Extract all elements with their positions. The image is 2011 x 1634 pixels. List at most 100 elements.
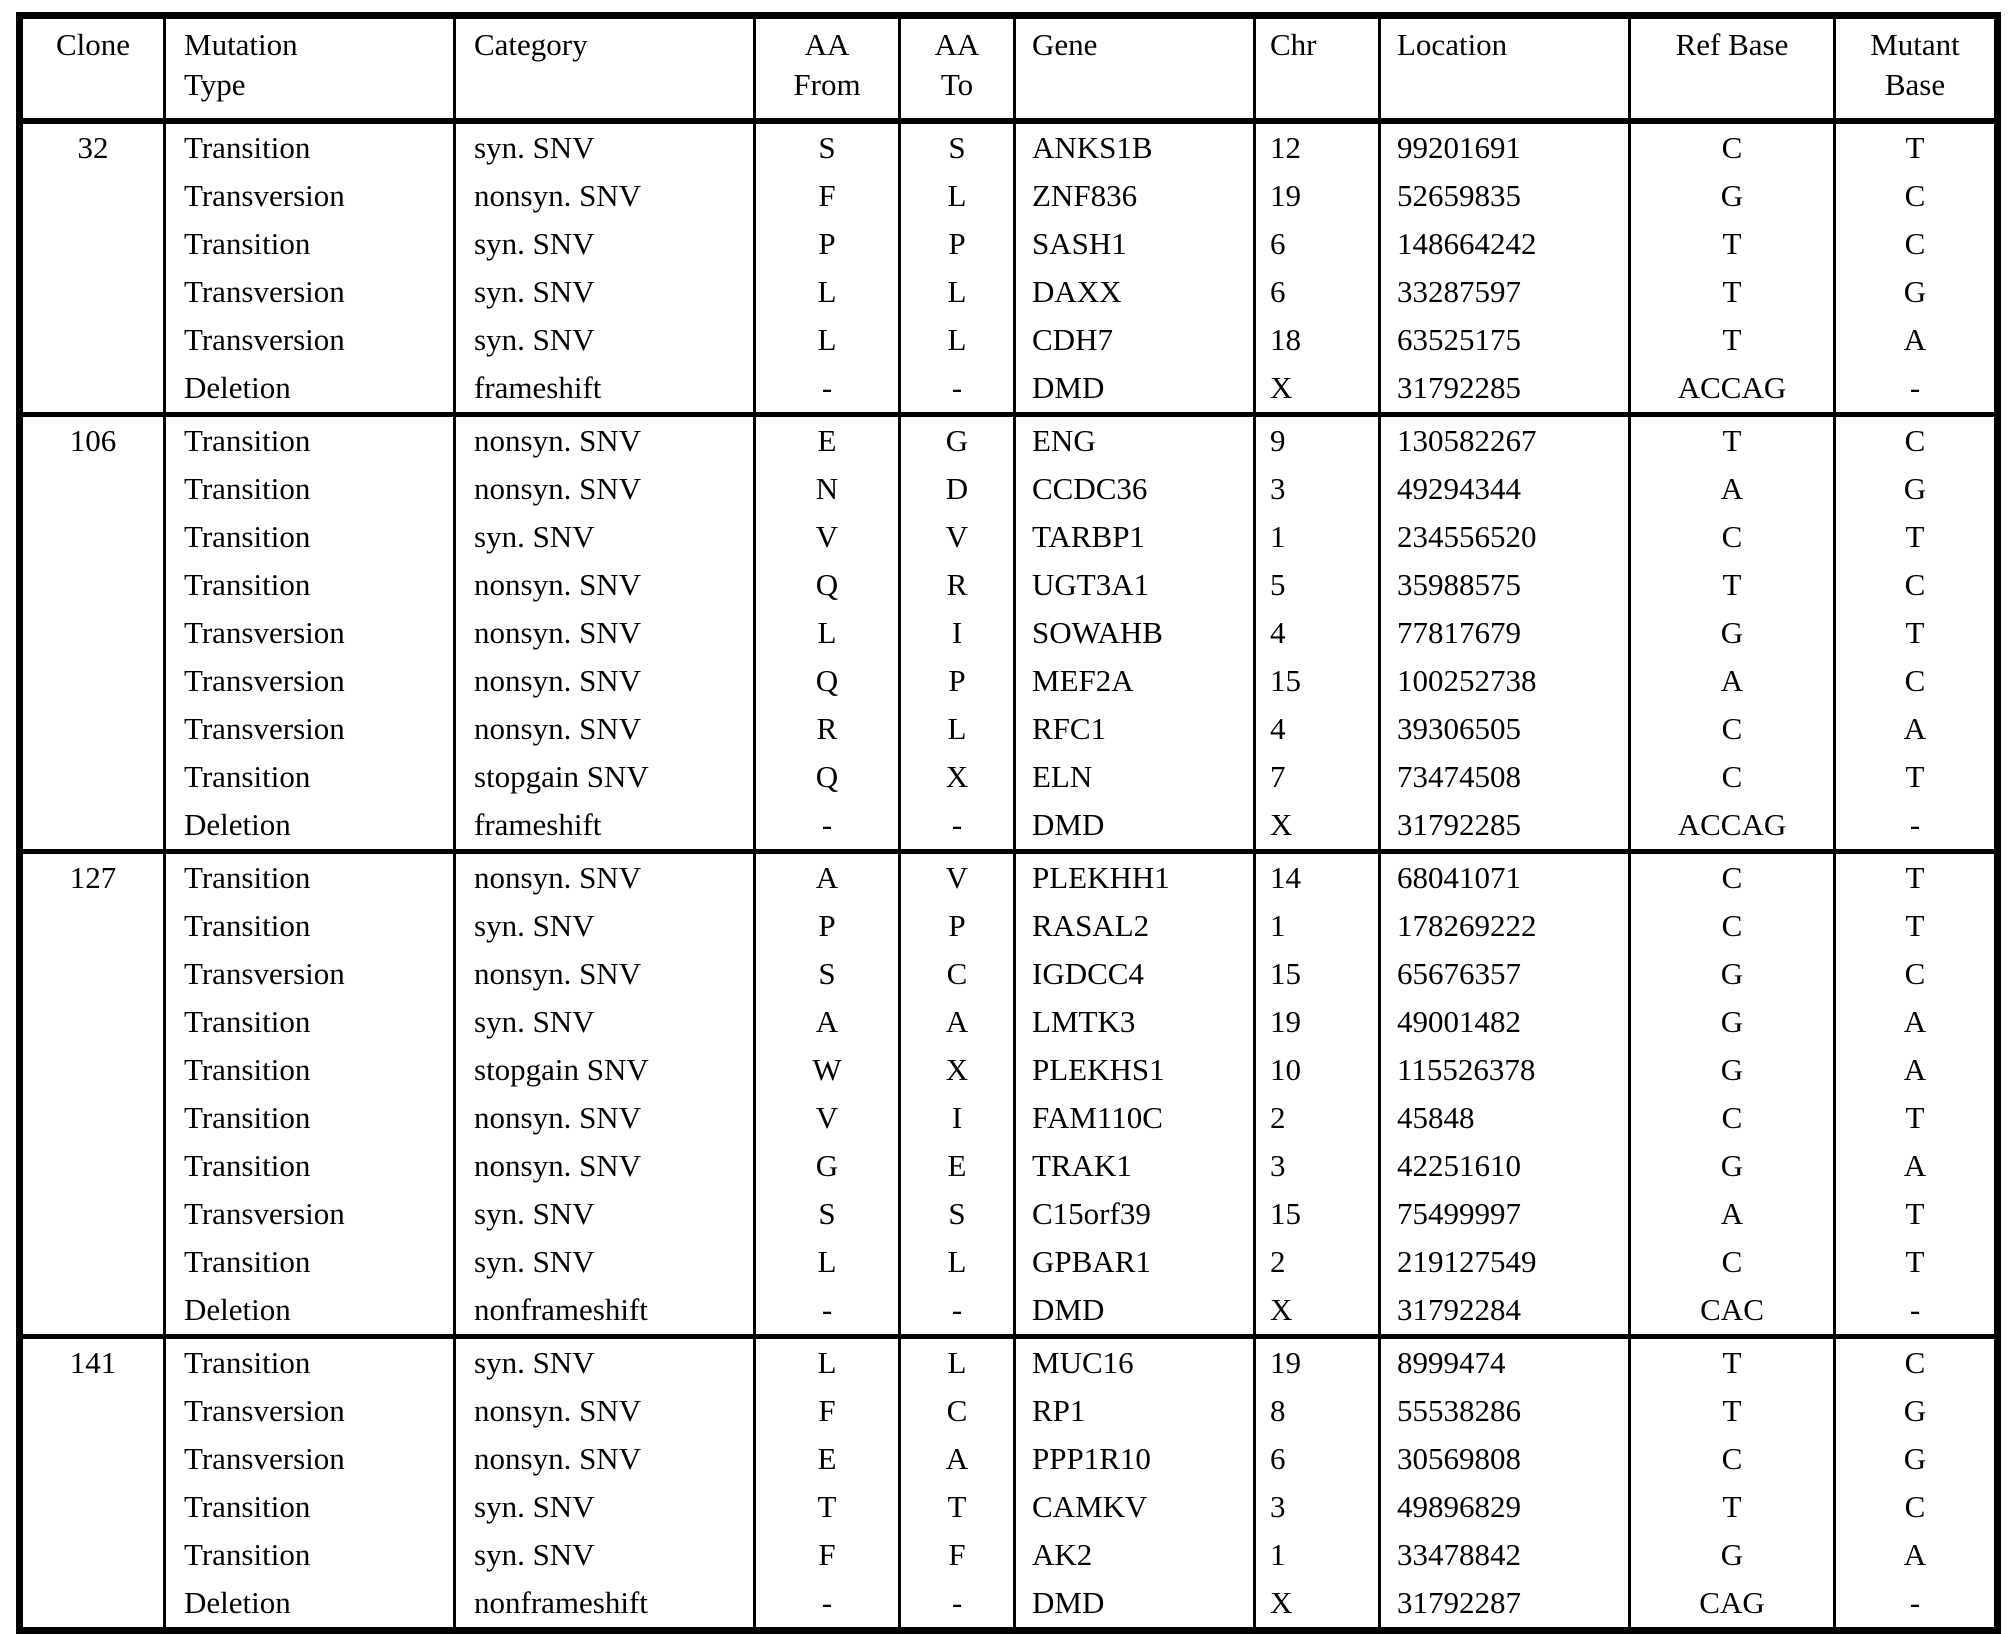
chr-cell: 4 (1253, 609, 1381, 657)
mutant-base-cell: - (1833, 1286, 1999, 1337)
mutation-type-cell: Transition (163, 513, 456, 561)
aa-to-cell: D (898, 465, 1016, 513)
aa-to-cell: V (898, 513, 1016, 561)
gene-cell: SASH1 (1013, 220, 1256, 268)
aa-to-cell: I (898, 609, 1016, 657)
table-row: Transition stopgain SNV Q X ELN 7 73474508 C T (20, 753, 1999, 801)
mutant-base-cell: C (1833, 561, 1999, 609)
mutation-type-cell: Deletion (163, 364, 456, 415)
aa-to-cell: P (898, 657, 1016, 705)
table-row: Transversion nonsyn. SNV L I SOWAHB 4 77817679… (20, 609, 1999, 657)
category-cell: syn. SNV (453, 316, 756, 364)
category-cell: stopgain SNV (453, 1046, 756, 1094)
ref-base-cell: C (1628, 849, 1836, 902)
mutant-base-cell: C (1833, 220, 1999, 268)
category-cell: syn. SNV (453, 1334, 756, 1387)
mutation-type-cell: Transition (163, 998, 456, 1046)
mutation-type-cell: Transition (163, 1142, 456, 1190)
gene-cell: DMD (1013, 801, 1256, 852)
category-cell: nonsyn. SNV (453, 1435, 756, 1483)
gene-cell: PLEKHH1 (1013, 849, 1256, 902)
ref-base-cell: C (1628, 902, 1836, 950)
aa-to-cell: R (898, 561, 1016, 609)
mutant-base-cell: G (1833, 465, 1999, 513)
mutation-type-cell: Transversion (163, 609, 456, 657)
location-cell: 31792287 (1378, 1579, 1631, 1631)
aa-to-cell: P (898, 902, 1016, 950)
chr-cell: 2 (1253, 1094, 1381, 1142)
mutant-base-cell: C (1833, 1483, 1999, 1531)
category-cell: syn. SNV (453, 1190, 756, 1238)
table-row: 32 Transition syn. SNV S S ANKS1B 12 99201691 C T (18, 121, 1999, 415)
mutant-base-cell: - (1833, 1579, 1999, 1631)
mutant-base-cell: - (1833, 364, 1999, 415)
chr-cell: 5 (1253, 561, 1381, 609)
table-row: Transition nonsyn. SNV N D CCDC36 3 49294344 A G (20, 465, 1999, 513)
mutation-type-cell: Transition (163, 1046, 456, 1094)
location-cell: 68041071 (1378, 849, 1631, 902)
mutation-table: Clone Mutation Type Category AA From AA … (16, 12, 2001, 1634)
aa-to-cell: T (898, 1483, 1016, 1531)
gene-cell: LMTK3 (1013, 998, 1256, 1046)
ref-base-cell: C (1628, 1238, 1836, 1286)
chr-cell: X (1253, 364, 1381, 415)
mutation-type-cell: Transversion (163, 268, 456, 316)
chr-cell: 3 (1253, 465, 1381, 513)
ref-base-cell: T (1628, 561, 1836, 609)
chr-cell: 7 (1253, 753, 1381, 801)
mutant-base-cell: - (1833, 801, 1999, 852)
table-row: 106 Transition nonsyn. SNV E G ENG 9 130582267 T… (18, 412, 1999, 852)
aa-to-cell: L (898, 268, 1016, 316)
mutant-base-cell: T (1833, 753, 1999, 801)
ref-base-cell: T (1628, 316, 1836, 364)
gene-cell: RASAL2 (1013, 902, 1256, 950)
location-cell: 30569808 (1378, 1435, 1631, 1483)
aa-to-cell: C (898, 950, 1016, 998)
mutation-type-cell: Transition (163, 412, 456, 465)
mutant-base-cell: C (1833, 657, 1999, 705)
aa-from-cell: G (753, 1142, 901, 1190)
category-cell: syn. SNV (453, 220, 756, 268)
mutant-base-cell: C (1833, 412, 1999, 465)
gene-cell: IGDCC4 (1013, 950, 1256, 998)
ref-base-cell: T (1628, 1334, 1836, 1387)
aa-to-cell: V (898, 849, 1016, 902)
aa-from-cell: - (753, 364, 901, 415)
gene-cell: AK2 (1013, 1531, 1256, 1579)
clone-id-cell: 127 (18, 849, 166, 1337)
gene-cell: DMD (1013, 364, 1256, 415)
aa-to-cell: S (898, 121, 1016, 172)
aa-from-cell: W (753, 1046, 901, 1094)
chr-cell: 1 (1253, 902, 1381, 950)
ref-base-cell: C (1628, 1094, 1836, 1142)
mutant-base-cell: T (1833, 849, 1999, 902)
aa-to-cell: X (898, 1046, 1016, 1094)
mutation-type-cell: Transversion (163, 1190, 456, 1238)
chr-cell: 3 (1253, 1483, 1381, 1531)
aa-to-cell: L (898, 705, 1016, 753)
category-cell: nonsyn. SNV (453, 705, 756, 753)
chr-cell: 15 (1253, 657, 1381, 705)
location-cell: 49001482 (1378, 998, 1631, 1046)
category-cell: nonsyn. SNV (453, 465, 756, 513)
aa-to-cell: - (898, 801, 1016, 852)
table-row: Transversion syn. SNV L L DAXX 6 33287597 T G (20, 268, 1999, 316)
aa-from-cell: V (753, 1094, 901, 1142)
aa-to-cell: C (898, 1387, 1016, 1435)
location-cell: 99201691 (1378, 121, 1631, 172)
aa-to-cell: L (898, 172, 1016, 220)
mutant-base-cell: A (1833, 316, 1999, 364)
mutant-base-cell: G (1833, 268, 1999, 316)
table-row: Transition nonsyn. SNV V I FAM110C 2 45848 C T (20, 1094, 1999, 1142)
category-cell: nonframeshift (453, 1579, 756, 1631)
category-cell: frameshift (453, 801, 756, 852)
location-cell: 8999474 (1378, 1334, 1631, 1387)
category-cell: nonsyn. SNV (453, 1387, 756, 1435)
table-row: Transition syn. SNV T T CAMKV 3 49896829 T C (20, 1483, 1999, 1531)
chr-cell: 12 (1253, 121, 1381, 172)
location-cell: 42251610 (1378, 1142, 1631, 1190)
ref-base-cell: G (1628, 950, 1836, 998)
gene-cell: DAXX (1013, 268, 1256, 316)
col-header-gene: Gene (1013, 15, 1256, 124)
aa-to-cell: S (898, 1190, 1016, 1238)
